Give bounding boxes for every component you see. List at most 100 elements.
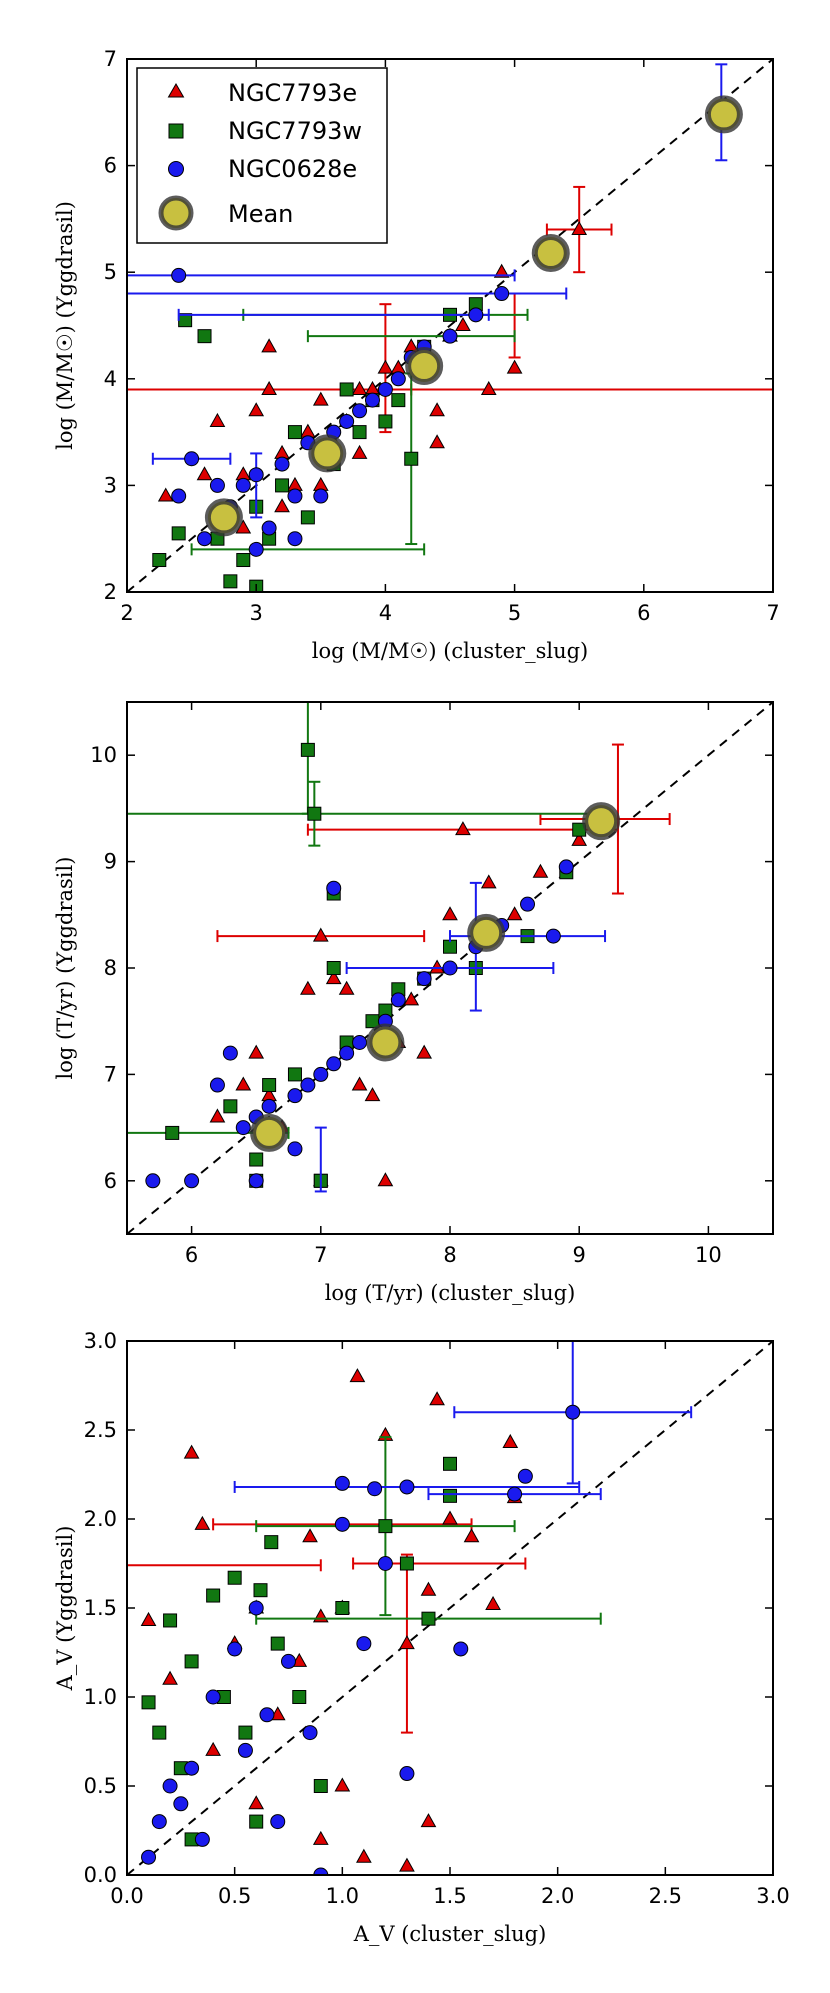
- legend: NGC7793e NGC7793w NGC0628e Mean: [136, 67, 388, 244]
- data-point-circle: [520, 896, 536, 912]
- data-point-triangle: [420, 1581, 437, 1596]
- data-point-square: [404, 451, 419, 466]
- data-point-circle: [339, 413, 355, 429]
- data-point-circle: [270, 1814, 286, 1830]
- data-point-square: [238, 1725, 253, 1740]
- data-point-circle: [377, 381, 393, 397]
- one-to-one-line: [126, 58, 774, 593]
- data-point-circle: [399, 1766, 415, 1782]
- data-point-circle: [287, 1088, 303, 1104]
- data-point-triangle: [287, 476, 303, 491]
- data-point-square: [300, 510, 315, 525]
- data-point-square: [443, 1456, 457, 1471]
- data-point-circle: [274, 456, 290, 472]
- data-point-square: [264, 1535, 279, 1550]
- x-tick-label: 6: [185, 1243, 198, 1267]
- data-point-triangle: [506, 359, 523, 374]
- x-tick-label: 1.0: [326, 1884, 359, 1908]
- data-point-mean: [405, 347, 444, 386]
- data-point-circle: [507, 1486, 523, 1502]
- y-tick-label: 2: [104, 580, 117, 604]
- data-point-circle: [287, 488, 303, 504]
- data-point-circle: [313, 488, 329, 504]
- data-point-mean: [250, 1113, 289, 1152]
- data-point-triangle: [261, 380, 277, 395]
- plot-area: [127, 702, 671, 1193]
- data-point-circle: [248, 1173, 264, 1189]
- x-tick-label: 4: [379, 601, 392, 625]
- data-point-square: [249, 1814, 264, 1829]
- data-point-triangle: [480, 380, 497, 395]
- x-tick-label: 6: [637, 601, 650, 625]
- data-point-circle: [281, 1653, 296, 1669]
- legend-label-ngc0628e: NGC0628e: [228, 155, 357, 183]
- data-point-circle: [302, 1725, 318, 1741]
- data-point-triangle: [571, 221, 588, 236]
- data-point-circle: [494, 286, 510, 302]
- data-point-circle: [237, 1742, 253, 1758]
- legend-marker-triangle: [167, 82, 185, 98]
- data-point-triangle: [351, 1076, 368, 1091]
- legend-item-ngc7793e: NGC7793e: [167, 79, 357, 107]
- data-point-circle: [184, 1760, 200, 1776]
- legend-item-mean: Mean: [158, 195, 293, 231]
- series-ngc7793e: [127, 1368, 527, 1872]
- data-point-square: [171, 526, 186, 541]
- data-point-triangle: [356, 1848, 372, 1863]
- data-point-triangle: [209, 1108, 226, 1123]
- y-tick-label: 7: [104, 1062, 117, 1086]
- data-point-triangle: [485, 1595, 501, 1610]
- data-point-circle: [364, 392, 380, 408]
- data-point-triangle: [312, 1830, 329, 1845]
- data-point-triangle: [390, 359, 407, 374]
- data-point-circle: [261, 520, 277, 536]
- data-point-square: [292, 1690, 307, 1704]
- data-point-triangle: [157, 487, 174, 502]
- data-point-circle: [377, 1556, 393, 1571]
- series-mean: [204, 95, 743, 537]
- data-point-square: [378, 414, 393, 429]
- data-point-circle: [261, 1098, 277, 1114]
- x-tick-label: 1.5: [433, 1884, 466, 1908]
- data-point-triangle: [338, 980, 355, 995]
- x-axis-label: A_V (cluster_slug): [353, 1922, 547, 1946]
- data-point-triangle: [364, 380, 381, 395]
- data-point-circle: [145, 1173, 161, 1189]
- data-point-triangle: [300, 980, 316, 995]
- x-tick-label: 2.0: [541, 1884, 574, 1908]
- data-point-square: [270, 1636, 285, 1651]
- data-point-triangle: [140, 1611, 157, 1626]
- data-point-circle: [352, 1034, 368, 1050]
- data-point-triangle: [463, 1528, 480, 1543]
- data-point-square: [287, 425, 302, 440]
- data-point-triangle: [274, 498, 290, 513]
- data-point-triangle: [235, 1076, 252, 1091]
- plot-area: [127, 1341, 693, 1875]
- panel-3: 0.0 0.5 1.0 1.5 2.0 2.5 3.0 0.0 0.5 1.0 1.5 2.0 2.5 3…: [53, 1329, 790, 1946]
- data-point-square: [443, 939, 457, 954]
- x-tick-label: 10: [695, 1243, 722, 1267]
- data-point-triangle: [364, 1087, 381, 1102]
- series-ngc7793w: [127, 702, 600, 1188]
- plot-area: [127, 63, 773, 592]
- data-point-circle: [334, 1516, 350, 1532]
- data-point-square: [421, 1611, 436, 1626]
- data-point-square: [165, 1125, 180, 1140]
- x-axis-label: log (M/M☉) (cluster_slug): [312, 639, 588, 663]
- data-point-triangle: [455, 316, 471, 331]
- plot-frame: [126, 58, 774, 593]
- series-mean: [250, 802, 621, 1152]
- data-point-triangle: [429, 434, 445, 449]
- data-point-square: [206, 1588, 221, 1603]
- data-point-triangle: [429, 959, 445, 974]
- data-point-circle: [326, 880, 342, 896]
- data-point-triangle: [493, 263, 510, 278]
- y-tick-label: 9: [104, 850, 117, 874]
- series-ngc7793w: [141, 1436, 602, 1847]
- y-tick-label: 1.0: [84, 1685, 117, 1709]
- data-point-triangle: [349, 1368, 366, 1383]
- data-point-circle: [197, 531, 213, 547]
- y-tick-label: 4: [104, 367, 117, 391]
